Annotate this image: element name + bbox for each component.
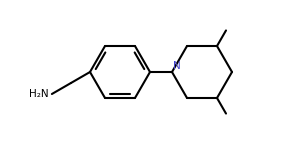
Text: N: N [173, 61, 181, 71]
Text: H₂N: H₂N [29, 89, 49, 99]
